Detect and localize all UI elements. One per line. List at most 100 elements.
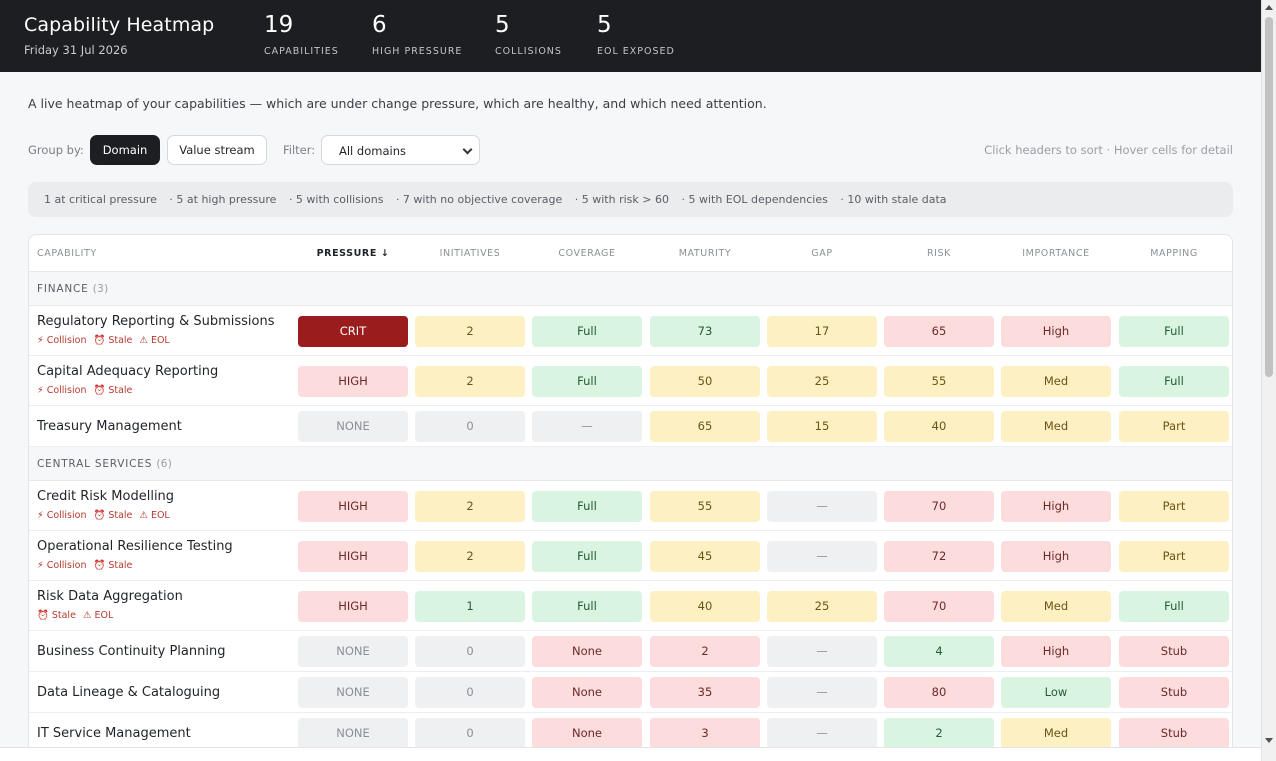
mapping-cell[interactable]: Part <box>1119 541 1229 572</box>
maturity-cell[interactable]: 73 <box>650 316 760 347</box>
gap-cell[interactable]: — <box>767 718 877 749</box>
col-header-importance[interactable]: IMPORTANCE <box>1022 248 1090 259</box>
importance-cell[interactable]: Med <box>1001 366 1111 397</box>
maturity-cell[interactable]: 55 <box>650 491 760 522</box>
table-row[interactable]: Business Continuity Planning NONE 0 None 2—4… <box>29 631 1232 672</box>
mapping-cell[interactable]: Stub <box>1119 677 1229 708</box>
risk-cell[interactable]: 55 <box>884 366 994 397</box>
coverage-cell[interactable]: Full <box>532 541 642 572</box>
initiatives-cell[interactable]: 2 <box>415 541 525 572</box>
pressure-cell[interactable]: HIGH <box>298 491 408 522</box>
col-header-risk[interactable]: RISK <box>926 248 952 259</box>
coverage-cell[interactable]: Full <box>532 316 642 347</box>
maturity-cell[interactable]: 35 <box>650 677 760 708</box>
gap-cell[interactable]: — <box>767 541 877 572</box>
risk-cell[interactable]: 4 <box>884 636 994 667</box>
group-value-stream-button[interactable]: Value stream <box>167 135 267 165</box>
importance-cell[interactable]: High <box>1001 636 1111 667</box>
collision-tag: ⚡ Collision <box>37 335 87 346</box>
risk-cell[interactable]: 65 <box>884 316 994 347</box>
scroll-down-icon[interactable] <box>1265 738 1273 743</box>
risk-cell[interactable]: 40 <box>884 411 994 442</box>
table-row[interactable]: Risk Data Aggregation ⏰ Stale ⚠ EOL HIGH 1 Fu… <box>29 581 1232 631</box>
importance-cell[interactable]: High <box>1001 316 1111 347</box>
table-row[interactable]: Treasury Management NONE 0— 65 15 40 Med Part <box>29 406 1232 447</box>
maturity-cell[interactable]: 50 <box>650 366 760 397</box>
pressure-cell[interactable]: NONE <box>298 677 408 708</box>
table-row[interactable]: IT Service Management NONE 0 None 3—2 Med Stub <box>29 713 1232 753</box>
col-header-pressure[interactable]: PRESSURE ↓ <box>316 248 390 259</box>
risk-cell[interactable]: 70 <box>884 591 994 622</box>
mapping-cell[interactable]: Stub <box>1119 718 1229 749</box>
pressure-cell[interactable]: HIGH <box>298 366 408 397</box>
col-header-mapping[interactable]: MAPPING <box>1150 248 1198 259</box>
mapping-cell[interactable]: Part <box>1119 411 1229 442</box>
maturity-cell[interactable]: 3 <box>650 718 760 749</box>
gap-cell[interactable]: 25 <box>767 366 877 397</box>
pressure-cell[interactable]: NONE <box>298 718 408 749</box>
table-row[interactable]: Data Lineage & Cataloguing NONE 0 None 35—80… <box>29 672 1232 713</box>
table-row[interactable]: Operational Resilience Testing ⚡ Collisio… <box>29 531 1232 581</box>
col-header-maturity[interactable]: MATURITY <box>678 248 732 259</box>
pressure-cell[interactable]: HIGH <box>298 541 408 572</box>
risk-cell[interactable]: 70 <box>884 491 994 522</box>
scroll-up-icon[interactable] <box>1265 5 1273 10</box>
col-header-initiatives[interactable]: INITIATIVES <box>439 248 501 259</box>
initiatives-cell[interactable]: 0 <box>415 411 525 442</box>
capability-tags: ⚡ Collision ⏰ Stale ⚠ EOL <box>37 510 177 521</box>
coverage-cell[interactable]: None <box>532 677 642 708</box>
domain-filter-select[interactable]: All domains <box>321 135 480 165</box>
col-header-coverage[interactable]: COVERAGE <box>558 248 616 259</box>
initiatives-cell[interactable]: 0 <box>415 718 525 749</box>
col-header-capability[interactable]: CAPABILITY <box>37 248 97 259</box>
scrollbar-thumb[interactable] <box>1265 17 1273 377</box>
mapping-cell[interactable]: Stub <box>1119 636 1229 667</box>
importance-cell[interactable]: High <box>1001 541 1111 572</box>
importance-cell[interactable]: High <box>1001 491 1111 522</box>
maturity-cell[interactable]: 40 <box>650 591 760 622</box>
coverage-cell[interactable]: Full <box>532 366 642 397</box>
group-domain-button[interactable]: Domain <box>90 135 160 165</box>
initiatives-cell[interactable]: 0 <box>415 636 525 667</box>
maturity-cell[interactable]: 2 <box>650 636 760 667</box>
coverage-cell[interactable]: Full <box>532 491 642 522</box>
importance-cell[interactable]: Med <box>1001 591 1111 622</box>
heatmap-table: CAPABILITY PRESSURE ↓ INITIATIVES COVERA… <box>28 234 1233 754</box>
table-row[interactable]: Credit Risk Modelling ⚡ Collision ⏰ Stale ⚠… <box>29 481 1232 531</box>
vertical-scrollbar[interactable] <box>1261 0 1276 761</box>
coverage-cell[interactable]: — <box>532 411 642 442</box>
table-row[interactable]: Regulatory Reporting & Submissions ⚡ Coll… <box>29 306 1232 356</box>
table-row[interactable]: Capital Adequacy Reporting ⚡ Collision ⏰ S… <box>29 356 1232 406</box>
importance-cell[interactable]: Med <box>1001 718 1111 749</box>
gap-cell[interactable]: 17 <box>767 316 877 347</box>
mapping-cell[interactable]: Full <box>1119 591 1229 622</box>
mapping-cell[interactable]: Part <box>1119 491 1229 522</box>
mapping-cell[interactable]: Full <box>1119 316 1229 347</box>
maturity-cell[interactable]: 65 <box>650 411 760 442</box>
risk-cell[interactable]: 80 <box>884 677 994 708</box>
gap-cell[interactable]: — <box>767 677 877 708</box>
initiatives-cell[interactable]: 0 <box>415 677 525 708</box>
pressure-cell[interactable]: HIGH <box>298 591 408 622</box>
pressure-cell[interactable]: NONE <box>298 411 408 442</box>
maturity-cell[interactable]: 45 <box>650 541 760 572</box>
gap-cell[interactable]: 15 <box>767 411 877 442</box>
risk-cell[interactable]: 72 <box>884 541 994 572</box>
gap-cell[interactable]: — <box>767 636 877 667</box>
gap-cell[interactable]: — <box>767 491 877 522</box>
coverage-cell[interactable]: Full <box>532 591 642 622</box>
pressure-cell[interactable]: CRIT <box>298 316 408 347</box>
coverage-cell[interactable]: None <box>532 718 642 749</box>
initiatives-cell[interactable]: 2 <box>415 366 525 397</box>
initiatives-cell[interactable]: 1 <box>415 591 525 622</box>
initiatives-cell[interactable]: 2 <box>415 316 525 347</box>
mapping-cell[interactable]: Full <box>1119 366 1229 397</box>
pressure-cell[interactable]: NONE <box>298 636 408 667</box>
col-header-gap[interactable]: GAP <box>811 248 833 259</box>
risk-cell[interactable]: 2 <box>884 718 994 749</box>
importance-cell[interactable]: Med <box>1001 411 1111 442</box>
gap-cell[interactable]: 25 <box>767 591 877 622</box>
importance-cell[interactable]: Low <box>1001 677 1111 708</box>
initiatives-cell[interactable]: 2 <box>415 491 525 522</box>
coverage-cell[interactable]: None <box>532 636 642 667</box>
